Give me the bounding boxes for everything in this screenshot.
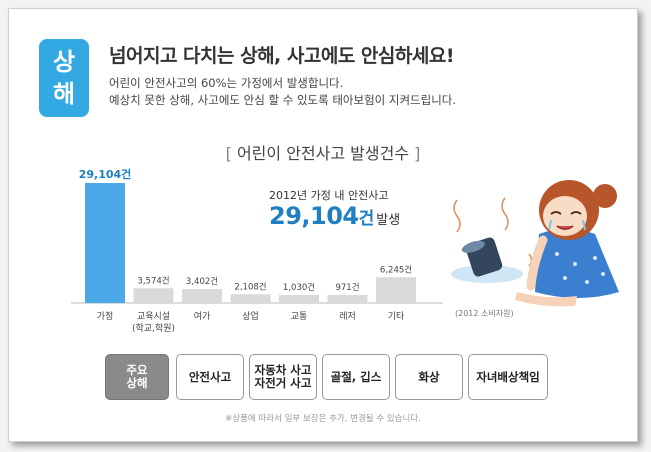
crying-girl-illustration — [451, 180, 619, 307]
burn-button[interactable]: 화상 — [395, 354, 463, 400]
safety-accident-button[interactable]: 안전사고 — [176, 354, 244, 400]
bar-6 — [376, 277, 416, 303]
bar-value-label-5: 971건 — [335, 282, 359, 293]
bar-2 — [182, 288, 222, 303]
bar-value-label-1: 3,574건 — [137, 275, 169, 286]
bar-1 — [133, 288, 174, 303]
badge-char-2: 해 — [52, 80, 76, 108]
bar-3 — [230, 294, 271, 303]
category-label-5: 레저 — [339, 311, 356, 322]
fracture-cast-button[interactable]: 골절, 깁스 — [322, 354, 390, 400]
description-line-1: 어린이 안전사고의 60%는 가정에서 발생합니다. — [109, 76, 344, 90]
callout-number: 29,104 — [269, 202, 359, 230]
category-label-6: 기타 — [388, 311, 405, 322]
category-label-3: 상업 — [242, 311, 259, 322]
category-label-1-1: (학교,학원) — [132, 323, 175, 334]
injury-badge: 상 해 — [39, 39, 89, 117]
description-line-2: 예상치 못한 상해, 사고에도 안심 할 수 있도록 태아보험이 지켜드립니다. — [109, 93, 457, 107]
chart-title: [ 어린이 안전사고 발생건수 ] — [225, 144, 421, 163]
footnote: ※상품에 따라서 일부 보장은 추가, 변경될 수 있습니다. — [225, 414, 421, 424]
bar-value-label-3: 2,108건 — [234, 281, 266, 292]
bar-value-label-6: 6,245건 — [380, 264, 412, 275]
callout-figure: 29,104건 발생 — [269, 202, 400, 230]
category-label-0: 가정 — [97, 311, 114, 322]
category-label-2: 여가 — [194, 310, 211, 322]
badge-char-1: 상 — [52, 48, 76, 76]
callout-caption: 2012년 가정 내 안전사고 — [269, 189, 389, 202]
bar-0 — [85, 183, 125, 303]
bar-5 — [327, 295, 368, 303]
bar-4 — [279, 295, 319, 303]
content-card: 상 해 넘어지고 다치는 상해, 사고에도 안심하세요! 어린이 안전사고의 6… — [8, 8, 638, 442]
bar-value-label-2: 3,402건 — [186, 276, 218, 287]
bar-value-label-0: 29,104건 — [79, 167, 132, 181]
category-label-4: 교통 — [291, 311, 308, 322]
callout-unit: 건 — [358, 209, 375, 229]
chart-title-text: 어린이 안전사고 발생건수 — [236, 144, 410, 163]
data-source: (2012 소비자원) — [455, 309, 514, 318]
child-liability-button[interactable]: 자녀배상책임 — [468, 354, 548, 400]
main-injury-button[interactable]: 주요 상해 — [105, 354, 169, 400]
headline: 넘어지고 다치는 상해, 사고에도 안심하세요! — [109, 45, 454, 67]
category-label-1-0: 교육시설 — [137, 311, 170, 322]
bar-value-label-4: 1,030건 — [283, 282, 315, 293]
callout-suffix: 발생 — [376, 213, 401, 228]
car-bicycle-accident-button[interactable]: 자동차 사고 자전거 사고 — [249, 354, 317, 400]
